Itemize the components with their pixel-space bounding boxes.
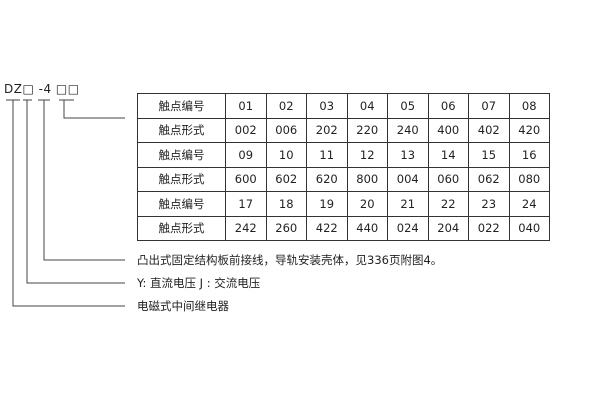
table-cell: 440 [346,215,388,241]
table-cell: 602 [265,166,307,192]
table-cell: 402 [468,117,510,143]
table-cell: 14 [427,142,469,168]
description-relay-type: 电磁式中间继电器 [137,299,229,313]
row-label: 触点形式 [137,166,226,192]
table-cell: 260 [265,215,307,241]
row-label: 触点形式 [137,215,226,241]
table-cell: 240 [387,117,429,143]
row-label: 触点编号 [137,93,226,119]
table-cell: 060 [427,166,469,192]
table-cell: 420 [508,117,550,143]
table-cell: 09 [225,142,267,168]
table-cell: 03 [306,93,348,119]
table-cell: 022 [468,215,510,241]
table-cell: 19 [306,191,348,217]
row-label: 触点编号 [137,142,226,168]
row-label: 触点编号 [137,191,226,217]
table-cell: 21 [387,191,429,217]
table-cell: 242 [225,215,267,241]
table-cell: 040 [508,215,550,241]
table-cell: 422 [306,215,348,241]
table-cell: 16 [508,142,550,168]
table-cell: 05 [387,93,429,119]
table-cell: 07 [468,93,510,119]
contact-table: 触点编号 01 02 03 04 05 06 07 08 触点形式 002 006 202 220 240 4… [137,93,550,241]
table-cell: 02 [265,93,307,119]
table-cell: 15 [468,142,510,168]
table-cell: 024 [387,215,429,241]
table-cell: 11 [306,142,348,168]
table-row: 触点编号 17 18 19 20 21 22 23 24 [137,191,550,217]
table-row: 触点编号 09 10 11 12 13 14 15 16 [137,142,550,168]
table-row: 触点形式 600 602 620 800 004 060 062 080 [137,166,550,192]
table-cell: 600 [225,166,267,192]
description-voltage: Y: 直流电压 J : 交流电压 [137,276,261,290]
table-cell: 006 [265,117,307,143]
description-structure: 凸出式固定结构板前接线，导轨安装壳体，见336页附图4。 [137,253,443,267]
table-cell: 002 [225,117,267,143]
table-cell: 20 [346,191,388,217]
row-label: 触点形式 [137,117,226,143]
model-code: DZ□ -4 □□ [4,82,80,96]
table-cell: 01 [225,93,267,119]
table-cell: 18 [265,191,307,217]
table-cell: 22 [427,191,469,217]
table-cell: 800 [346,166,388,192]
table-cell: 202 [306,117,348,143]
table-cell: 08 [508,93,550,119]
table-cell: 12 [346,142,388,168]
table-row: 触点形式 002 006 202 220 240 400 402 420 [137,117,550,143]
table-cell: 17 [225,191,267,217]
table-cell: 080 [508,166,550,192]
table-cell: 062 [468,166,510,192]
table-row: 触点形式 242 260 422 440 024 204 022 040 [137,215,550,241]
table-cell: 13 [387,142,429,168]
table-row: 触点编号 01 02 03 04 05 06 07 08 [137,93,550,119]
table-cell: 06 [427,93,469,119]
table-cell: 220 [346,117,388,143]
table-cell: 04 [346,93,388,119]
table-cell: 23 [468,191,510,217]
table-cell: 204 [427,215,469,241]
table-cell: 400 [427,117,469,143]
table-cell: 24 [508,191,550,217]
table-cell: 620 [306,166,348,192]
table-cell: 004 [387,166,429,192]
table-cell: 10 [265,142,307,168]
